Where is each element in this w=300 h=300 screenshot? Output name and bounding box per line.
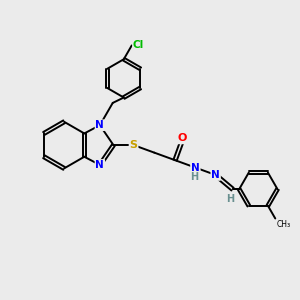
Text: Cl: Cl: [133, 40, 144, 50]
Text: N: N: [95, 120, 104, 130]
Text: H: H: [190, 172, 198, 182]
Text: CH₃: CH₃: [277, 220, 291, 230]
Text: N: N: [95, 160, 104, 170]
Text: N: N: [211, 170, 220, 180]
Text: H: H: [226, 194, 234, 204]
Text: S: S: [130, 140, 138, 150]
Text: O: O: [177, 133, 187, 143]
Text: N: N: [191, 163, 200, 172]
